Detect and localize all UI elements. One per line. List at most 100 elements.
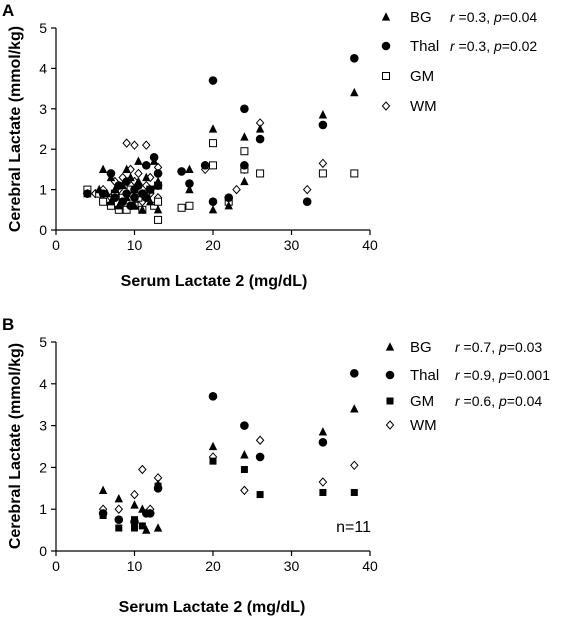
data-point-thal [350, 54, 359, 63]
data-point-thal [200, 161, 210, 170]
data-point-bg [153, 176, 163, 186]
data-point-thal [130, 193, 139, 202]
data-point-bg [208, 205, 218, 214]
y-tick-label: 2 [39, 459, 47, 475]
legend-label-gm: GM [410, 393, 434, 410]
legend-stat-thal: r =0.9, p=0.001 [455, 367, 550, 383]
x-tick-label: 0 [52, 237, 60, 253]
x-tick-label: 20 [205, 558, 221, 574]
data-point-wm [318, 158, 328, 169]
legend-label-bg: BG [410, 339, 432, 356]
y-tick-label: 5 [39, 20, 47, 36]
data-point-gm [209, 139, 217, 148]
data-point-wm [318, 477, 328, 487]
legend-label-thal: Thal [410, 38, 439, 55]
data-point-thal [130, 517, 139, 527]
data-point-gm [154, 197, 163, 206]
data-point-bg [142, 172, 151, 182]
data-point-bg [102, 188, 112, 198]
legend-label-wm: WM [410, 417, 437, 434]
data-point-bg [126, 172, 135, 182]
series-bg [98, 404, 359, 534]
legend-stat-gm: r =0.6, p=0.04 [455, 393, 542, 409]
x-tick-label: 10 [127, 558, 143, 574]
data-point-thal [302, 197, 312, 207]
legend-marker-thal [385, 370, 395, 380]
chart-panel-a: A 0 10 20 30 40 0 1 2 3 4 5 Serum Lactate 2 (mg/dL) C… [2, 1, 537, 290]
y-tick-label: 0 [39, 222, 47, 238]
data-point-bg [255, 124, 265, 133]
data-point-thal [350, 369, 359, 378]
panel-letter: B [2, 315, 14, 334]
data-point-wm [130, 140, 139, 150]
data-point-bg [146, 196, 155, 206]
data-point-bg [134, 156, 143, 165]
data-point-wm [122, 138, 131, 148]
data-point-bg [106, 196, 116, 206]
legend: BG r =0.7, p=0.03 Thal r =0.9, p=0.001 GM r =… [385, 339, 550, 434]
data-point-bg [138, 205, 147, 214]
data-point-thal [255, 452, 265, 462]
legend-marker-bg [381, 12, 391, 21]
data-point-gm [138, 522, 146, 530]
data-point-bg [240, 450, 249, 459]
data-point-bg [350, 87, 359, 97]
data-point-bg [240, 132, 249, 141]
data-point-bg [142, 525, 151, 534]
data-point-thal [255, 134, 265, 144]
data-point-bg [240, 176, 249, 186]
data-point-gm [240, 147, 249, 156]
y-axis-title: Cerebral Lactate (mmol/kg) [7, 343, 24, 549]
data-point-bg [130, 500, 139, 509]
data-point-gm [209, 457, 217, 465]
y-tick-label: 3 [39, 101, 47, 117]
legend-marker-bg [385, 342, 395, 351]
data-point-gm [177, 203, 186, 212]
y-tick-label: 4 [39, 60, 47, 76]
data-point-bg [153, 205, 163, 214]
x-tick-label: 0 [52, 558, 60, 574]
x-axis-title: Serum Lactate 2 (mg/dL) [119, 599, 306, 616]
legend-stat-thal: r =0.3, p=0.02 [450, 38, 537, 54]
data-point-thal [153, 169, 163, 178]
data-point-bg [208, 124, 218, 133]
data-point-thal [240, 104, 249, 114]
legend-marker-thal [381, 41, 391, 51]
data-point-gm [240, 465, 248, 473]
series-bg [83, 87, 359, 214]
data-point-bg [153, 523, 163, 532]
data-point-bg [114, 200, 123, 210]
legend: BG r =0.3, p=0.04 Thal r =0.3, p=0.02 GM WM [381, 9, 537, 115]
data-point-bg [98, 485, 108, 494]
data-point-bg [122, 192, 131, 202]
data-point-gm [350, 488, 358, 496]
data-point-thal [114, 515, 124, 524]
data-point-wm [142, 140, 151, 150]
legend-marker-wm [385, 420, 395, 430]
data-point-gm [154, 215, 163, 224]
data-point-thal [240, 421, 249, 430]
data-point-bg [185, 184, 194, 194]
data-point-wm [134, 168, 143, 179]
data-point-gm [319, 488, 327, 496]
legend-label-bg: BG [410, 9, 432, 26]
data-point-thal [208, 76, 218, 85]
data-point-bg [94, 184, 104, 194]
data-point-gm [99, 197, 108, 206]
legend-stat-bg: r =0.3, p=0.04 [450, 9, 537, 25]
data-point-bg [134, 176, 143, 186]
data-point-wm [350, 460, 359, 471]
data-point-gm [115, 524, 123, 532]
series-wm [98, 435, 359, 514]
x-tick-label: 40 [362, 237, 378, 253]
data-point-wm [302, 184, 312, 195]
x-tick-label: 30 [284, 237, 300, 253]
sample-size-note: n=11 [336, 519, 371, 536]
panel-letter: A [2, 1, 14, 20]
y-tick-label: 1 [39, 182, 47, 198]
legend-marker-wm [381, 101, 391, 111]
legend-label-wm: WM [410, 98, 437, 115]
data-point-bg [318, 110, 328, 119]
data-point-bg [110, 184, 120, 194]
data-point-wm [114, 504, 124, 514]
